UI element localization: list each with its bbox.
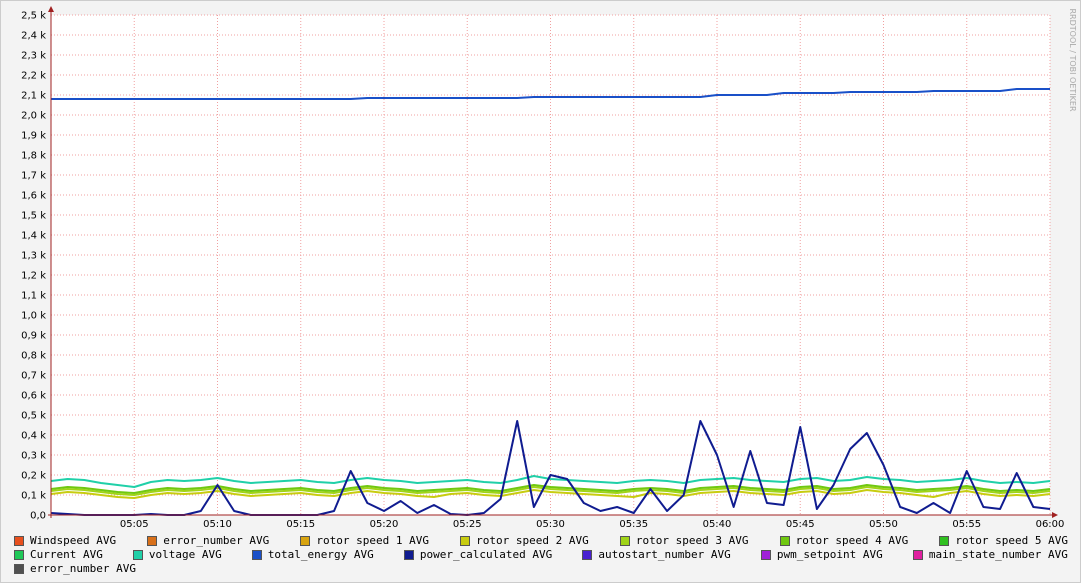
legend-item: rotor speed 2 AVG (460, 534, 589, 548)
y-tick-label: 0,3 k (21, 451, 46, 462)
legend-item: autostart_number AVG (582, 548, 731, 562)
x-tick-label: 05:55 (952, 519, 981, 530)
legend-item: rotor speed 4 AVG (779, 534, 909, 548)
legend-item: Windspeed AVG (14, 534, 116, 548)
legend-swatch (147, 536, 158, 546)
y-tick-label: 0,7 k (21, 371, 46, 382)
y-tick-label: 1,5 k (21, 211, 46, 222)
x-tick-label: 05:15 (286, 519, 315, 530)
legend-swatch (939, 536, 950, 546)
y-tick-label: 2,0 k (21, 111, 46, 122)
y-tick-label: 0,2 k (21, 471, 46, 482)
x-tick-label: 05:25 (453, 519, 482, 530)
legend-swatch (460, 536, 471, 546)
y-tick-label: 0,9 k (21, 331, 46, 342)
legend-swatch (760, 550, 771, 560)
x-tick-label: 05:50 (869, 519, 898, 530)
y-tick-label: 0,0 (30, 511, 46, 522)
legend-label: pwm_setpoint AVG (776, 548, 883, 561)
legend-label: Windspeed AVG (30, 534, 117, 547)
legend-swatch (14, 564, 24, 574)
legend-label: error_number AVG (30, 562, 136, 575)
legend-row: error_number AVG (14, 562, 1068, 576)
legend-label: rotor speed 3 AVG (635, 534, 749, 547)
y-tick-label: 2,4 k (21, 31, 46, 42)
watermark: RRDTOOL / TOBI OETIKER (1068, 8, 1077, 111)
legend: Windspeed AVG error_number AVG rotor speed… (14, 534, 1068, 576)
legend-swatch (912, 550, 923, 560)
legend-item: voltage AVG (132, 548, 222, 562)
y-tick-label: 2,5 k (21, 11, 46, 22)
legend-label: voltage AVG (148, 548, 222, 561)
y-tick-label: 2,3 k (21, 51, 46, 62)
y-tick-label: 1,2 k (21, 271, 46, 282)
legend-item: power_calculated AVG (403, 548, 553, 562)
legend-swatch (132, 550, 143, 560)
legend-swatch (14, 536, 24, 546)
y-tick-label: 0,5 k (21, 411, 46, 422)
series-line (50, 475, 1051, 488)
legend-label: rotor speed 2 AVG (476, 534, 589, 547)
x-tick-label: 05:10 (203, 519, 232, 530)
legend-label: autostart_number AVG (598, 548, 731, 561)
grid (51, 14, 1051, 516)
legend-row: Windspeed AVG error_number AVG rotor speed… (14, 534, 1068, 548)
legend-label: rotor speed 5 AVG (955, 534, 1068, 547)
legend-item: error_number AVG (147, 534, 269, 548)
series-line (50, 486, 1051, 496)
y-tick-label: 1,7 k (21, 171, 46, 182)
legend-swatch (403, 550, 414, 560)
legend-label: power_calculated AVG (419, 548, 553, 561)
x-tick-label: 05:30 (536, 519, 565, 530)
y-tick-label: 0,1 k (21, 491, 46, 502)
legend-item: Current AVG (14, 548, 103, 562)
y-tick-label: 0,8 k (21, 351, 46, 362)
x-tick-label: 05:05 (120, 519, 149, 530)
legend-item: main_state_number AVG (912, 548, 1068, 562)
y-tick-label: 1,8 k (21, 151, 46, 162)
y-tick-label: 1,0 k (21, 311, 46, 322)
x-tick-label: 05:20 (370, 519, 399, 530)
y-tick-label: 2,1 k (21, 91, 46, 102)
legend-swatch (300, 536, 311, 546)
x-tick-label: 05:35 (619, 519, 648, 530)
series-line (50, 489, 1051, 499)
y-tick-label: 2,2 k (21, 71, 46, 82)
x-tick-label: 06:00 (1036, 519, 1065, 530)
legend-swatch (619, 536, 630, 546)
y-tick-label: 1,9 k (21, 131, 46, 142)
series-line (51, 88, 1050, 100)
legend-swatch (779, 536, 790, 546)
legend-item: rotor speed 3 AVG (619, 534, 749, 548)
y-tick-label: 1,3 k (21, 251, 46, 262)
legend-label: rotor speed 1 AVG (316, 534, 429, 547)
legend-label: rotor speed 4 AVG (795, 534, 909, 547)
legend-label: total_energy AVG (267, 548, 374, 561)
series-line (50, 420, 1051, 516)
x-axis-arrow (1052, 512, 1058, 518)
y-tick-label: 1,4 k (21, 231, 46, 242)
legend-label: error_number AVG (163, 534, 270, 547)
x-tick-label: 05:40 (703, 519, 732, 530)
legend-item: pwm_setpoint AVG (760, 548, 883, 562)
y-tick-label: 0,4 k (21, 431, 46, 442)
x-tick-label: 05:45 (786, 519, 815, 530)
y-tick-label: 0,6 k (21, 391, 46, 402)
legend-swatch (582, 550, 593, 560)
legend-label: main_state_number AVG (928, 548, 1068, 561)
y-axis-arrow (48, 6, 54, 12)
legend-row: Current AVG voltage AVG total_energy AVG po… (14, 548, 1068, 562)
legend-item: total_energy AVG (251, 548, 374, 562)
legend-item: rotor speed 1 AVG (300, 534, 429, 548)
legend-label: Current AVG (30, 548, 103, 561)
y-tick-label: 1,1 k (21, 291, 46, 302)
y-tick-label: 1,6 k (21, 191, 46, 202)
legend-item: rotor speed 5 AVG (939, 534, 1068, 548)
legend-swatch (251, 550, 262, 560)
legend-item: error_number AVG (14, 562, 136, 576)
legend-swatch (14, 550, 24, 560)
